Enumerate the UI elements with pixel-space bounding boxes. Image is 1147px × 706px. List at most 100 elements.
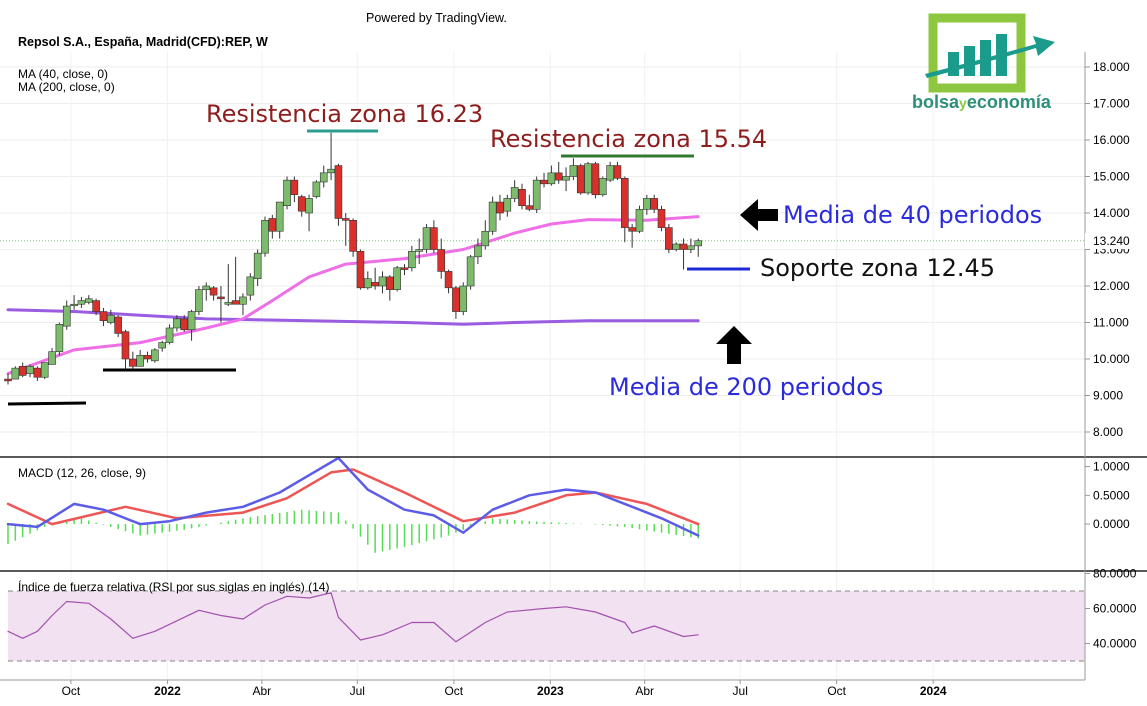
- candle: [540, 172, 548, 188]
- candle: [408, 245, 416, 272]
- candle: [275, 201, 284, 239]
- macd-tick-label: 1.0000: [1093, 460, 1130, 474]
- candle: [114, 315, 122, 338]
- candle-body: [415, 249, 424, 252]
- candle: [62, 300, 71, 330]
- candle-body: [327, 168, 335, 174]
- ma40-path: [6, 215, 700, 376]
- candle-body: [268, 218, 277, 232]
- candle-body: [231, 300, 240, 305]
- resist-1554-label: Resistencia zona 15.54: [490, 125, 767, 153]
- candle: [239, 293, 247, 316]
- candle-body: [422, 227, 431, 250]
- price-tick-label: 15.000: [1093, 170, 1130, 184]
- candle-body: [40, 362, 49, 378]
- candle: [129, 351, 137, 370]
- candle: [341, 213, 350, 246]
- logo-economia: economía: [967, 92, 1052, 112]
- candle: [613, 161, 622, 181]
- candle-body: [26, 365, 34, 374]
- price-axis: 18.00017.00016.00015.00014.00013.00012.0…: [1085, 60, 1130, 439]
- macd-signal-path: [6, 468, 700, 526]
- candle-body: [187, 311, 196, 331]
- candle-body: [363, 278, 372, 289]
- candle-body: [386, 276, 394, 290]
- candle: [107, 309, 115, 325]
- price-tick-label: 12.000: [1093, 279, 1130, 293]
- candle: [40, 362, 49, 380]
- candle-body: [554, 172, 563, 181]
- rsi-tick-label: 80.0000: [1093, 567, 1137, 581]
- resist-1623-label: Resistencia zona 16.23: [206, 100, 483, 128]
- candle-body: [518, 188, 526, 206]
- candle-body: [628, 227, 636, 232]
- macd-histogram: [7, 509, 699, 553]
- macd-tick-label: 0.5000: [1093, 488, 1130, 502]
- macd-main-path: [6, 456, 700, 537]
- candle: [253, 249, 262, 286]
- candle-body: [444, 271, 453, 289]
- price-tick-label: 10.000: [1093, 352, 1130, 366]
- candle-body: [261, 220, 269, 254]
- logo-bolsa: bolsa: [912, 92, 960, 112]
- candle-body: [635, 209, 644, 232]
- candle: [77, 296, 86, 308]
- candle: [305, 194, 313, 232]
- candle-body: [151, 349, 159, 362]
- candle-body: [657, 209, 666, 228]
- candle: [84, 295, 93, 305]
- time-axis: Oct 2022 Abr Jul Oct 2023 Abr Jul Oct 2024: [62, 680, 947, 698]
- candle-body: [496, 201, 504, 214]
- candle-body: [77, 300, 86, 305]
- time-tick-label: 2022: [154, 684, 181, 698]
- candle: [386, 275, 394, 301]
- time-tick-label: Jul: [350, 684, 365, 698]
- candle-body: [488, 201, 497, 232]
- candle-body: [290, 179, 299, 196]
- candle-body: [356, 251, 365, 289]
- candle: [643, 194, 651, 215]
- candle-body: [378, 276, 387, 287]
- candle-body: [569, 165, 578, 177]
- candle-body: [687, 245, 695, 250]
- candle-body: [408, 251, 416, 269]
- support-line-early: [7, 401, 87, 406]
- candle-body: [459, 285, 468, 312]
- candle: [283, 176, 291, 210]
- candle: [334, 163, 343, 226]
- time-tick-label: 2024: [920, 684, 947, 698]
- candle: [18, 362, 27, 378]
- candle: [136, 349, 144, 367]
- candle: [297, 194, 306, 217]
- candle-body: [562, 176, 570, 181]
- price-tick-label: 18.000: [1093, 60, 1130, 74]
- candle-body: [129, 358, 137, 367]
- candle: [628, 223, 636, 248]
- time-tick-label: 2023: [537, 684, 564, 698]
- price-tick-label: 17.000: [1093, 97, 1130, 111]
- candle: [151, 348, 159, 363]
- candle: [510, 180, 519, 203]
- candle: [488, 196, 497, 235]
- rsi-tick-label: 60.0000: [1093, 602, 1137, 616]
- candle: [679, 238, 688, 270]
- candle-body: [650, 198, 658, 210]
- candle: [598, 176, 607, 197]
- rsi-indicator-label: Índice de fuerza relativa (RSI por sus s…: [18, 579, 329, 594]
- candle-body: [393, 267, 401, 290]
- candle: [584, 161, 592, 195]
- candle-body: [547, 172, 556, 185]
- rsi-path: [7, 592, 699, 643]
- candle-body: [99, 311, 108, 321]
- candle-body: [55, 324, 64, 353]
- candle-body: [305, 198, 313, 214]
- candle: [158, 340, 166, 352]
- candle: [474, 238, 482, 265]
- symbol-title: Repsol S.A., España, Madrid(CFD):REP, W: [18, 35, 268, 49]
- candle-body: [33, 367, 42, 378]
- ma40-indicator-label: MA (40, close, 0): [18, 67, 108, 81]
- candle: [327, 132, 335, 181]
- candle-body: [195, 289, 203, 312]
- candle: [371, 267, 379, 290]
- candle-body: [165, 327, 174, 343]
